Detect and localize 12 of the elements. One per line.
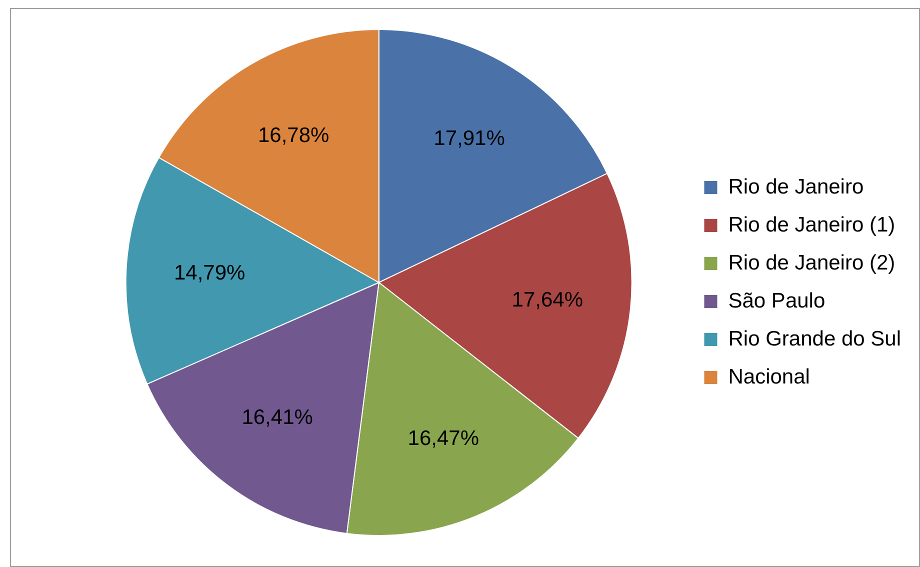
data-label: 14,79% <box>174 262 246 285</box>
data-label: 16,78% <box>258 124 330 147</box>
legend-label: São Paulo <box>728 289 826 312</box>
legend-label: Nacional <box>728 365 810 388</box>
data-label: 16,47% <box>408 427 480 450</box>
legend-label: Rio Grande do Sul <box>728 327 902 350</box>
data-label: 17,91% <box>434 126 505 150</box>
legend-label: Rio de Janeiro (2) <box>728 251 896 274</box>
data-label: 16,41% <box>242 406 313 430</box>
legend-label: Rio de Janeiro (1) <box>728 213 896 236</box>
legend-label: Rio de Janeiro <box>728 175 864 198</box>
data-label: 17,64% <box>512 288 583 312</box>
